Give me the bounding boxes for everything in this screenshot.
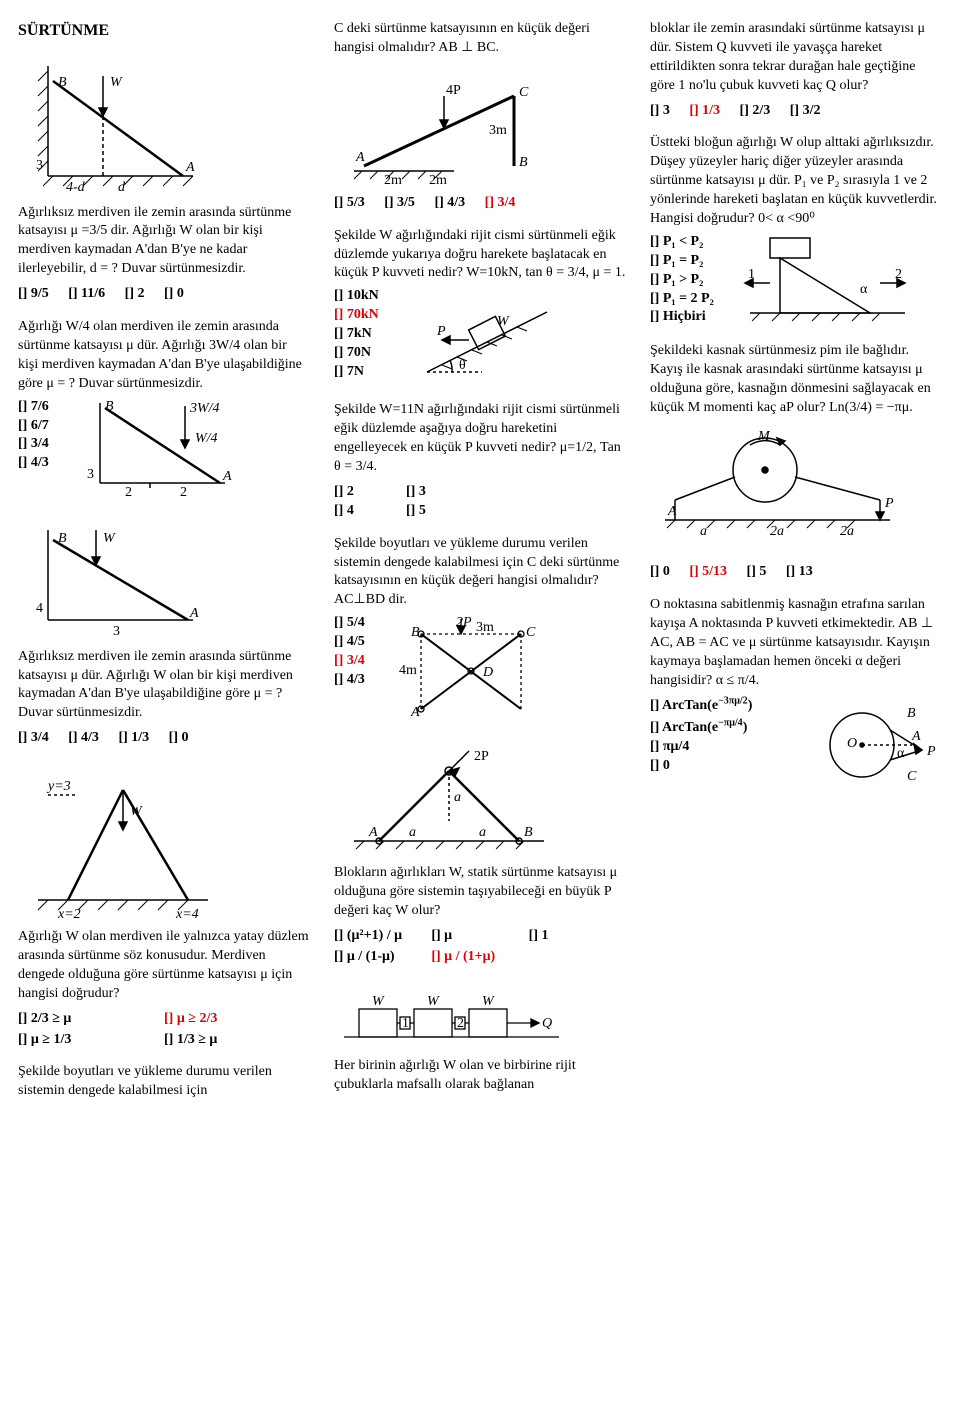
svg-text:2m: 2m: [429, 173, 447, 186]
svg-text:3m: 3m: [476, 620, 494, 635]
svg-text:P: P: [436, 324, 446, 339]
c2-q3-text: Şekilde W=11N ağırlığındaki rijit cismi …: [334, 401, 626, 477]
c3-q1-text: bloklar ile zemin arasındaki sürtünme ka…: [650, 20, 942, 96]
svg-text:3: 3: [36, 158, 43, 173]
c3-q4-text: O noktasına sabitlenmiş kasnağın etrafın…: [650, 596, 942, 690]
svg-text:2a: 2a: [770, 524, 784, 539]
q3-text: Ağırlıksız merdiven ile zemin arasında s…: [18, 648, 310, 724]
svg-text:W: W: [482, 994, 495, 1009]
svg-text:3: 3: [87, 467, 94, 482]
fig-incline-1: A B C 4P 3m 2m 2m: [334, 66, 554, 186]
svg-text:W: W: [130, 804, 143, 819]
svg-text:θ: θ: [459, 358, 466, 373]
fig-ladder-4: y=3 W x=2 x=4: [18, 770, 218, 920]
svg-text:a: a: [409, 825, 416, 840]
svg-text:B: B: [58, 75, 67, 90]
fig-ladder-2: B 3 2 2 A 3W/4 W/4: [75, 398, 235, 498]
svg-text:α: α: [860, 282, 868, 297]
svg-text:3: 3: [113, 624, 120, 639]
svg-text:3m: 3m: [489, 123, 507, 138]
svg-text:A: A: [410, 705, 420, 720]
fig-ladder-1: B W 3 A d 4-d: [18, 56, 208, 196]
svg-text:a: a: [700, 524, 707, 539]
svg-text:y=3: y=3: [46, 779, 71, 794]
svg-text:M: M: [757, 429, 771, 444]
svg-text:W: W: [427, 994, 440, 1009]
svg-text:B: B: [411, 625, 420, 640]
svg-text:2: 2: [895, 267, 902, 282]
svg-text:α: α: [897, 746, 905, 761]
svg-text:2a: 2a: [840, 524, 854, 539]
svg-text:x=2: x=2: [57, 907, 81, 920]
svg-text:1: 1: [402, 1016, 409, 1031]
svg-text:4P: 4P: [446, 83, 461, 98]
svg-text:2: 2: [125, 485, 132, 498]
q5-text: Şekilde boyutları ve yükleme durumu veri…: [18, 1063, 310, 1101]
svg-text:A: A: [185, 160, 195, 175]
svg-text:2: 2: [457, 1016, 464, 1031]
c3-q2-text: Üstteki bloğun ağırlığı W olup alttaki a…: [650, 134, 942, 228]
svg-text:D: D: [482, 665, 493, 680]
svg-text:P: P: [884, 496, 894, 511]
svg-text:a: a: [454, 790, 461, 805]
svg-text:B: B: [519, 155, 528, 170]
q4-text: Ağırlığı W olan merdiven ile yalnızca ya…: [18, 928, 310, 1004]
c3-q3-text: Şekildeki kasnak sürtünmesiz pim ile bağ…: [650, 342, 942, 418]
svg-text:W: W: [103, 531, 116, 546]
svg-text:A: A: [189, 606, 199, 621]
svg-text:Q: Q: [542, 1016, 552, 1031]
fig-wedge: 1 2 α: [740, 233, 910, 328]
svg-text:a: a: [479, 825, 486, 840]
page-title: SÜRTÜNME: [18, 20, 310, 42]
fig-truss-2: 2P a a a A B: [334, 746, 564, 856]
c2-q1-text: C deki sürtünme katsayısının en küçük de…: [334, 20, 626, 58]
svg-text:B: B: [105, 399, 114, 414]
svg-text:C: C: [526, 625, 536, 640]
svg-text:A: A: [911, 729, 921, 744]
svg-text:2: 2: [180, 485, 187, 498]
svg-text:A: A: [667, 504, 677, 519]
svg-text:W: W: [110, 75, 123, 90]
svg-text:A: A: [355, 150, 365, 165]
fig-pulley: M A P a 2a 2a: [650, 425, 900, 555]
svg-text:C: C: [907, 769, 917, 784]
svg-text:C: C: [519, 85, 529, 100]
q2-text: Ağırlığı W/4 olan merdiven ile zemin ara…: [18, 318, 310, 394]
svg-text:x=4: x=4: [175, 907, 199, 920]
svg-text:A: A: [368, 825, 378, 840]
svg-text:W: W: [497, 314, 510, 329]
fig-pulley-2: O A B C P α: [812, 695, 942, 805]
fig-truss: 2P 3m B C 4m D A: [391, 614, 561, 724]
svg-text:B: B: [907, 706, 916, 721]
c2-q5-text: Blokların ağırlıkları W, statik sürtünme…: [334, 864, 626, 921]
svg-text:3W/4: 3W/4: [189, 401, 220, 416]
c3-q4-opts: [] ArcTan(e−3πμ/2)[] ArcTan(e−πμ/4)[] πμ…: [650, 695, 804, 776]
c2-q2-text: Şekilde W ağırlığındaki rijit cismi sürt…: [334, 227, 626, 284]
svg-text:2m: 2m: [384, 173, 402, 186]
svg-text:P: P: [926, 744, 936, 759]
svg-text:4-d: 4-d: [66, 180, 86, 195]
c2-q6-text: Her birinin ağırlığı W olan ve birbirine…: [334, 1057, 626, 1095]
c2-q4-text: Şekilde boyutları ve yükleme durumu veri…: [334, 535, 626, 611]
svg-text:1: 1: [748, 267, 755, 282]
svg-text:4: 4: [36, 601, 43, 616]
fig-blocks: W W W 1 2 Q: [334, 989, 564, 1049]
svg-text:2P: 2P: [456, 615, 472, 630]
fig-ladder-3: B W 4 3 A: [18, 520, 208, 640]
svg-text:2P: 2P: [474, 749, 489, 764]
svg-text:A: A: [222, 469, 232, 484]
svg-text:B: B: [58, 531, 67, 546]
svg-text:O: O: [847, 736, 857, 751]
q1-text: Ağırlıksız merdiven ile zemin arasında s…: [18, 204, 310, 280]
svg-text:d: d: [118, 180, 126, 195]
q1-opts: [] 9/5 [] 11/6 [] 2 [] 0: [18, 285, 310, 304]
svg-text:W: W: [372, 994, 385, 1009]
svg-text:B: B: [524, 825, 533, 840]
fig-incline-block: P W θ: [407, 287, 557, 387]
svg-text:4m: 4m: [399, 663, 417, 678]
svg-text:W/4: W/4: [195, 431, 218, 446]
